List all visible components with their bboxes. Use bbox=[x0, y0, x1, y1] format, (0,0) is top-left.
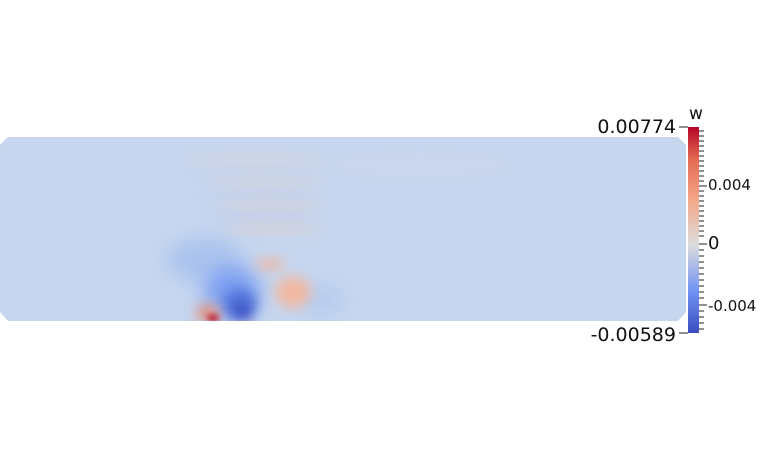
colorbar-tick-label: 0.004 bbox=[708, 176, 751, 194]
colorbar-minor-ticks bbox=[699, 130, 707, 330]
colorbar-tick-label: -0.004 bbox=[708, 297, 757, 315]
colorbar-tick-label: 0 bbox=[708, 233, 720, 254]
colorbar-title: w bbox=[689, 104, 703, 124]
contour-plate bbox=[0, 137, 686, 321]
colorbar-min-label: -0.00589 bbox=[590, 324, 676, 346]
colorbar-gradient bbox=[688, 127, 699, 333]
color-legend bbox=[679, 126, 707, 334]
colorbar-max-label: 0.00774 bbox=[597, 116, 676, 138]
